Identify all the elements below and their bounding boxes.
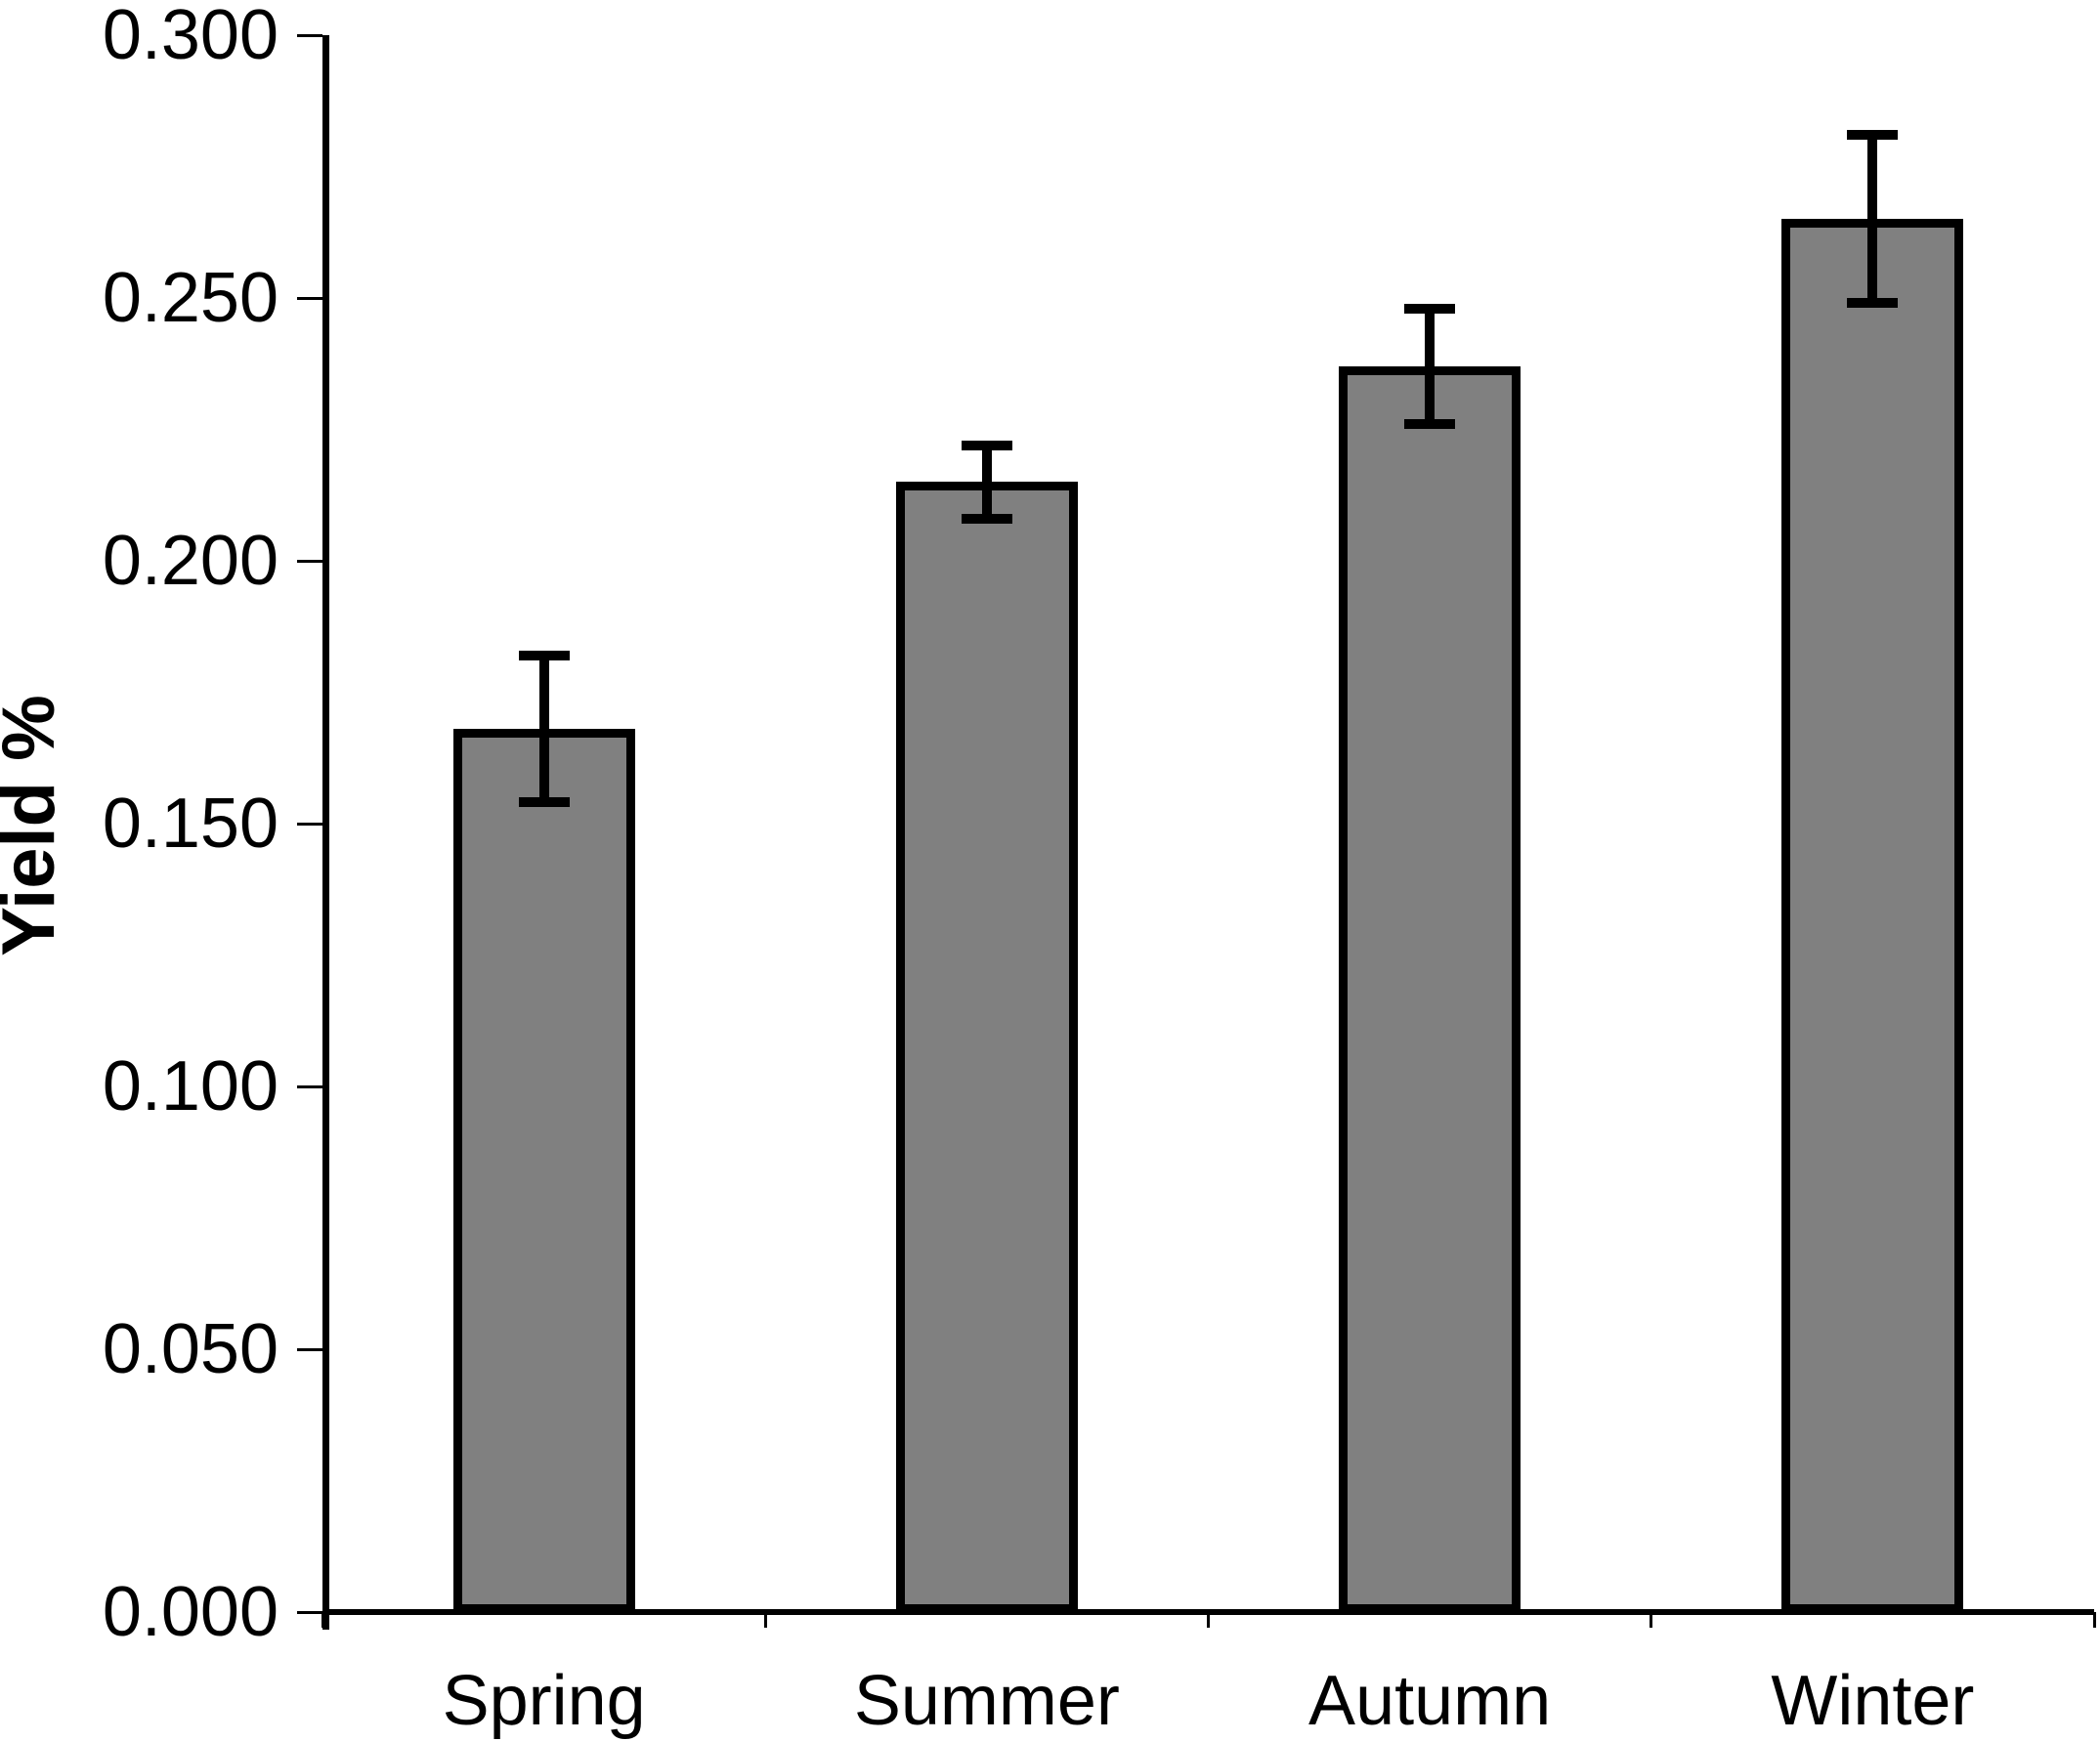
error-cap-bottom-summer bbox=[961, 513, 1012, 524]
error-line-spring bbox=[538, 655, 549, 803]
x-tick bbox=[2092, 1612, 2096, 1628]
y-tick-label: 0.050 bbox=[102, 1310, 279, 1388]
y-tick-label: 0.100 bbox=[102, 1047, 279, 1126]
y-tick-label: 0.200 bbox=[102, 522, 279, 600]
error-cap-top-winter bbox=[1847, 130, 1899, 141]
x-tick bbox=[1207, 1612, 1210, 1628]
y-tick bbox=[297, 822, 322, 826]
y-tick-label: 0.000 bbox=[102, 1573, 279, 1651]
y-tick-label: 0.300 bbox=[102, 0, 279, 74]
y-axis-line bbox=[322, 35, 329, 1630]
error-cap-bottom-autumn bbox=[1404, 419, 1456, 430]
x-tick bbox=[321, 1612, 324, 1628]
x-category-label-winter: Winter bbox=[1771, 1662, 1975, 1740]
error-cap-bottom-winter bbox=[1847, 298, 1899, 309]
y-tick bbox=[297, 1610, 322, 1614]
y-tick-label: 0.150 bbox=[102, 785, 279, 863]
y-tick-label: 0.250 bbox=[102, 259, 279, 337]
x-category-label-spring: Spring bbox=[442, 1662, 646, 1740]
x-tick bbox=[763, 1612, 767, 1628]
bar-autumn bbox=[1339, 365, 1521, 1613]
error-cap-top-summer bbox=[961, 440, 1012, 450]
error-cap-bottom-spring bbox=[518, 797, 570, 808]
y-tick bbox=[297, 33, 322, 37]
bar-summer bbox=[895, 482, 1078, 1613]
error-line-summer bbox=[981, 445, 992, 519]
x-category-label-autumn: Autumn bbox=[1308, 1662, 1552, 1740]
x-category-label-summer: Summer bbox=[853, 1662, 1120, 1740]
error-line-winter bbox=[1867, 135, 1878, 304]
y-tick bbox=[297, 296, 322, 300]
y-tick bbox=[297, 559, 322, 563]
y-tick bbox=[297, 1084, 322, 1088]
error-cap-top-spring bbox=[518, 650, 570, 660]
bar-winter bbox=[1781, 219, 1964, 1613]
bar-spring bbox=[452, 729, 635, 1613]
error-line-autumn bbox=[1425, 308, 1436, 425]
y-tick bbox=[297, 1347, 322, 1351]
error-cap-top-autumn bbox=[1404, 303, 1456, 314]
x-tick bbox=[1650, 1612, 1653, 1628]
